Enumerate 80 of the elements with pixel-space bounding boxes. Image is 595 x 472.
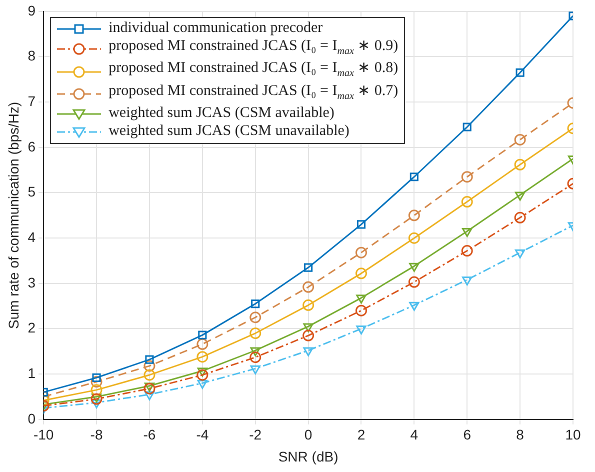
point: [304, 263, 313, 272]
point: [408, 276, 420, 288]
point: [144, 382, 155, 392]
point: [355, 304, 367, 316]
point: [92, 373, 101, 382]
x-tick-label: -10: [33, 426, 54, 443]
x-tick-label: -6: [143, 426, 156, 443]
point: [250, 312, 262, 324]
y-tick-label: 9: [28, 2, 36, 18]
point: [302, 299, 314, 311]
point: [516, 68, 524, 77]
point: [408, 210, 420, 222]
x-tick-label: -8: [90, 426, 103, 443]
point: [144, 369, 156, 381]
point: [250, 365, 260, 374]
point: [197, 380, 208, 389]
point: [196, 338, 208, 350]
point: [461, 171, 473, 183]
point: [196, 369, 208, 381]
x-tick-label: -4: [196, 426, 209, 443]
x-tick-label: 0: [304, 426, 312, 443]
legend-label: proposed MI constrained JCAS (I₀ = I$_{max}$ ∗ 0.8): [108, 60, 398, 82]
point: [514, 158, 526, 170]
point: [90, 384, 102, 396]
point: [144, 391, 155, 400]
point: [251, 300, 260, 308]
point: [461, 245, 473, 257]
point: [196, 351, 208, 363]
point: [91, 399, 102, 408]
point: [514, 192, 526, 201]
point: [145, 355, 154, 364]
point: [303, 347, 314, 356]
y-tick-label: 1: [28, 364, 36, 381]
point: [356, 220, 366, 229]
point: [409, 262, 420, 272]
point: [462, 122, 472, 132]
point: [250, 352, 262, 364]
y-tick-label: 5: [28, 184, 36, 200]
legend-label: proposed MI constrained JCAS (I₀ = I$_{max}$ ∗ 0.7): [108, 82, 398, 104]
point: [250, 328, 262, 340]
point: [462, 228, 472, 238]
point: [197, 368, 208, 377]
x-tick-label: 2: [357, 426, 366, 443]
point: [144, 360, 156, 372]
x-tick-label: 6: [463, 426, 472, 443]
x-tick-label: -2: [249, 426, 262, 443]
legend-label: weighted sum JCAS (CSM unavailable): [108, 122, 350, 140]
point: [303, 323, 314, 332]
y-tick-label: 0: [28, 410, 36, 426]
point: [408, 232, 420, 244]
point: [410, 172, 418, 182]
x-tick-label: 8: [516, 426, 524, 443]
x-tick-label: 4: [410, 426, 418, 443]
point: [355, 246, 367, 258]
point: [461, 196, 473, 208]
point: [198, 330, 207, 340]
legend-label: individual communication precoder: [108, 20, 323, 38]
y-tick-label: 6: [28, 138, 36, 154]
point: [250, 347, 260, 356]
x-tick-label: 10: [565, 426, 581, 443]
point: [90, 376, 102, 388]
y-tick-label: 8: [28, 48, 36, 64]
y-tick-label: 7: [28, 92, 36, 109]
y-axis-title: Sum rate of communication (bps/Hz): [5, 102, 22, 329]
legend-label: weighted sum JCAS (CSM available): [108, 105, 334, 123]
point: [514, 212, 526, 224]
point: [514, 249, 526, 258]
point: [302, 330, 314, 342]
point: [514, 134, 526, 146]
point: [355, 268, 367, 280]
legend-label: proposed MI constrained JCAS (I₀ = I$_{max}$ ∗ 0.9): [108, 38, 398, 59]
y-tick-label: 3: [28, 274, 36, 290]
point: [462, 276, 472, 286]
y-tick-label: 2: [28, 320, 36, 336]
y-tick-label: 4: [28, 228, 36, 245]
point: [302, 281, 314, 293]
point: [356, 294, 366, 304]
point: [356, 325, 366, 334]
x-axis-title: SNR (dB): [278, 448, 338, 464]
point: [409, 302, 420, 311]
